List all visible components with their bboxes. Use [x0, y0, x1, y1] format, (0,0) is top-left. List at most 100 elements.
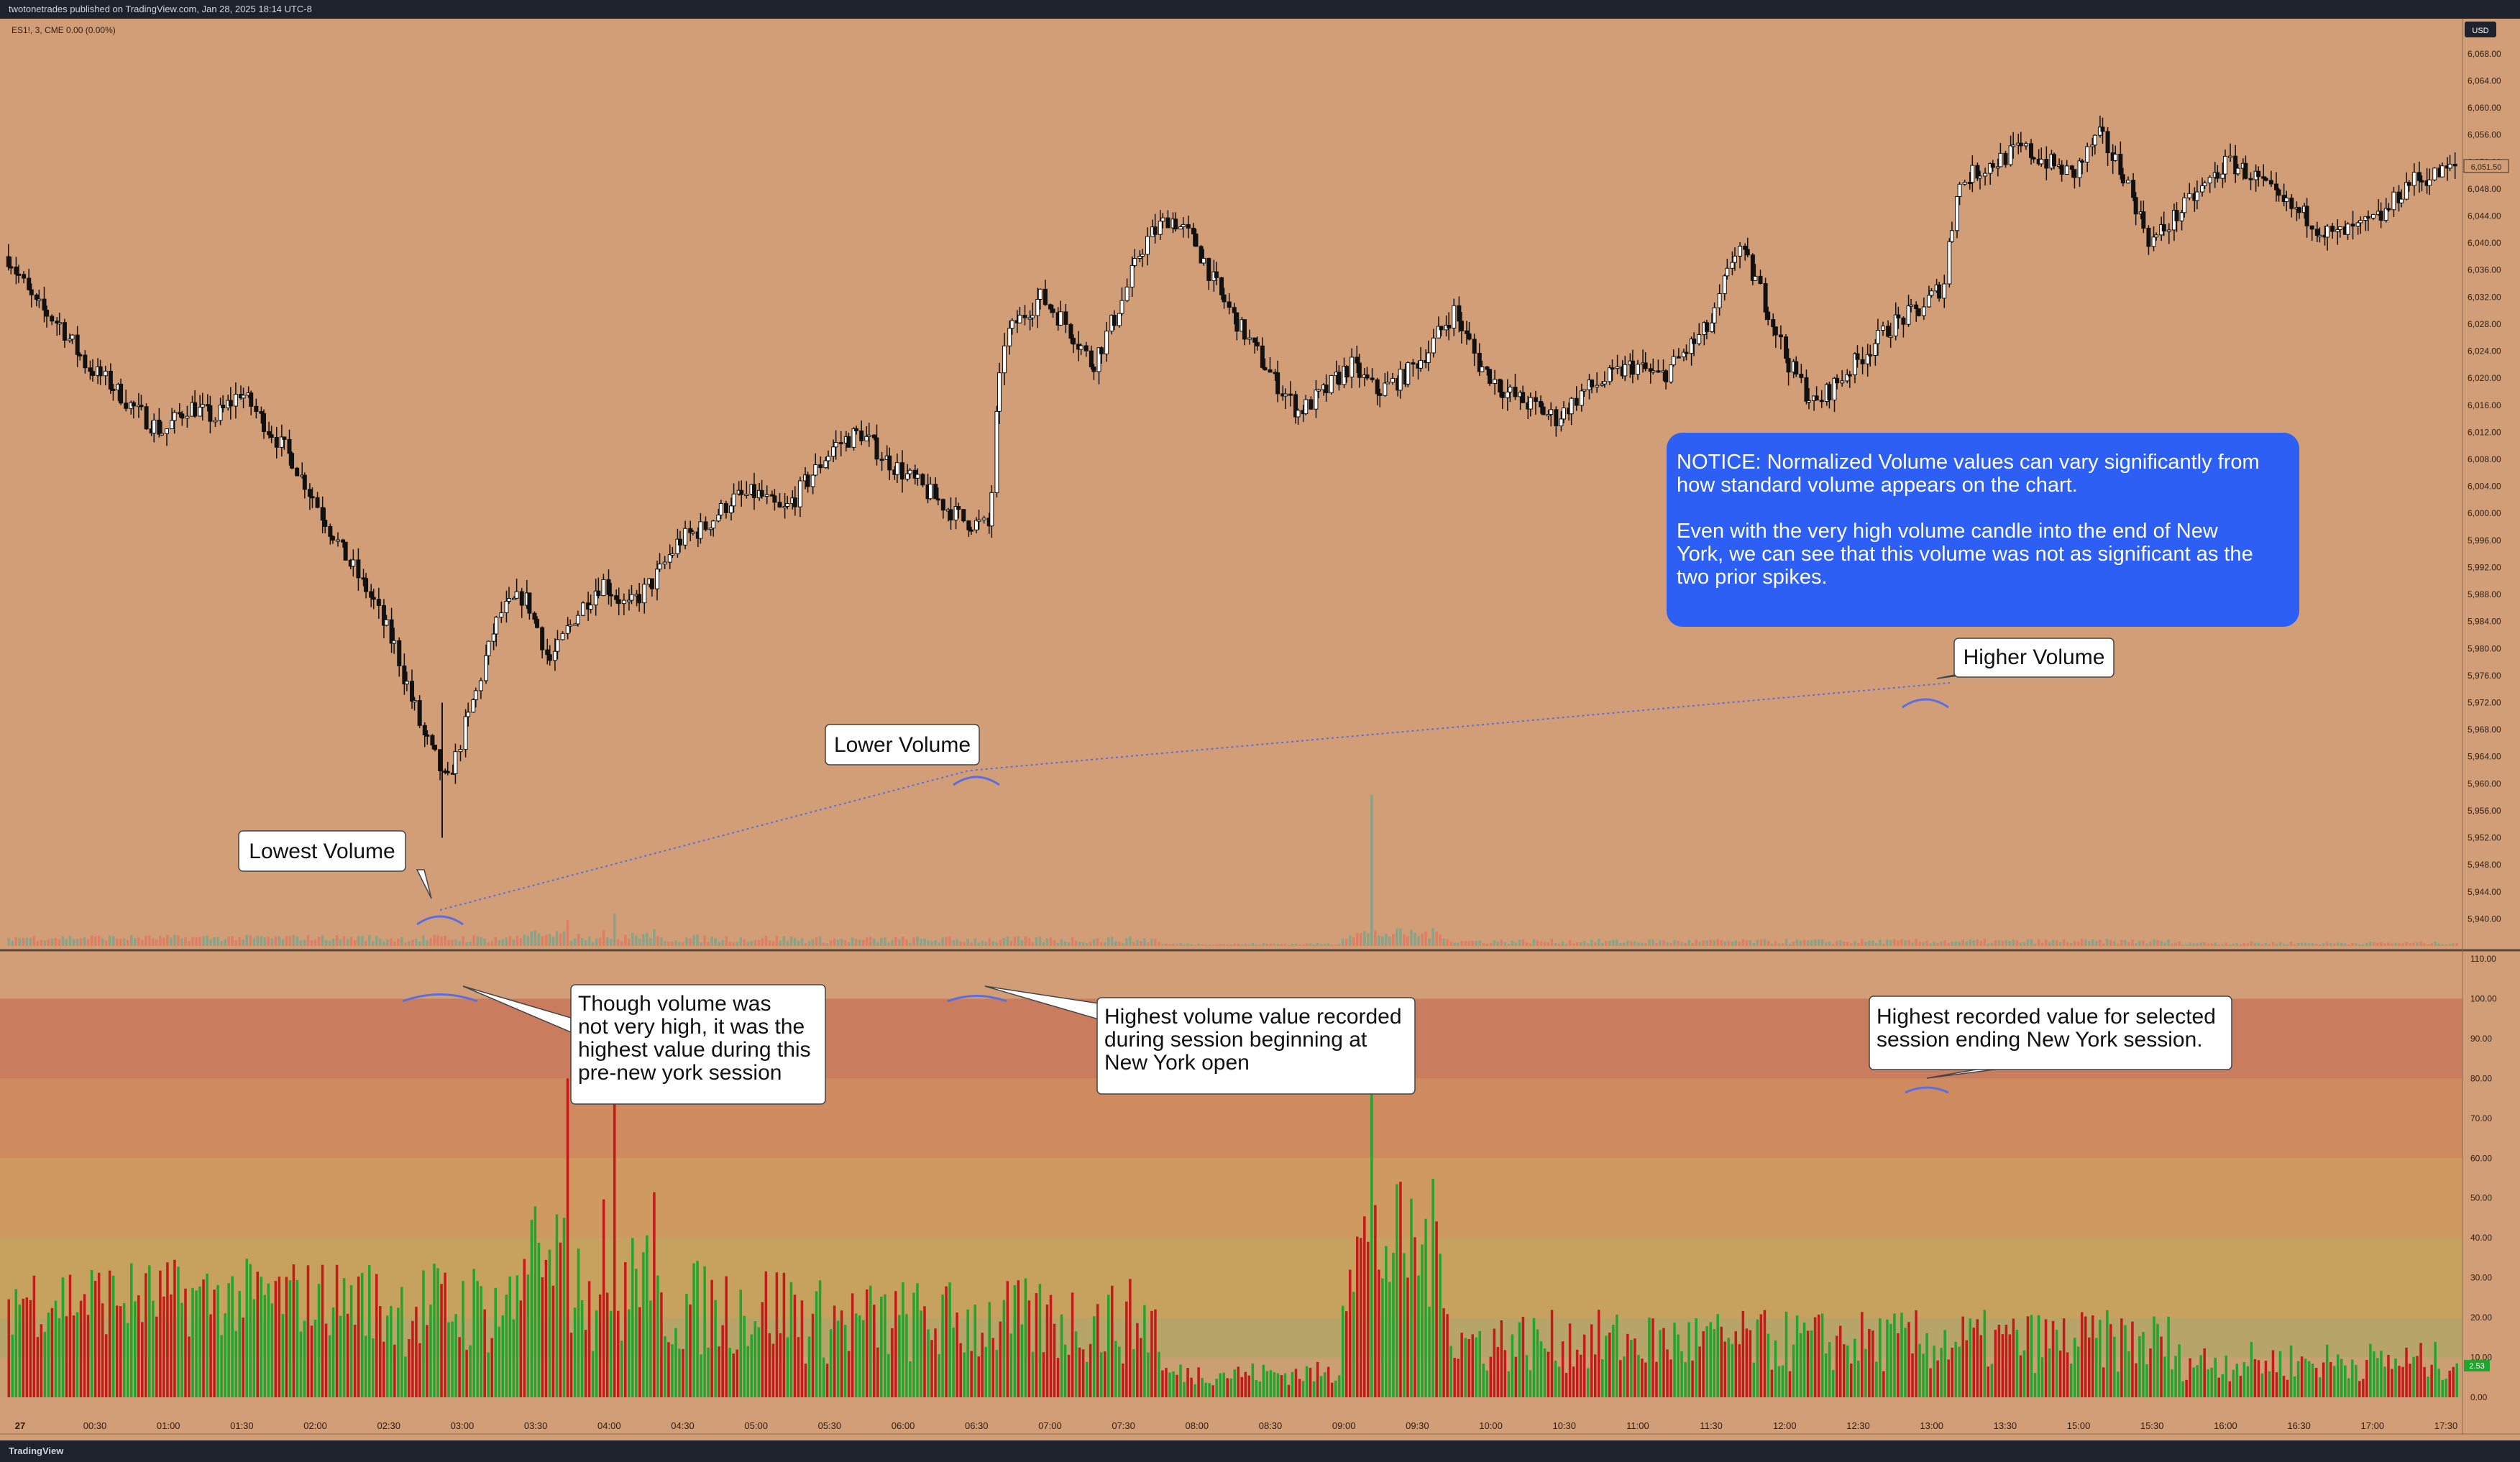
price-volume-bar	[1684, 943, 1687, 946]
volume-bar	[1140, 1338, 1142, 1397]
price-volume-bar	[2120, 939, 2123, 946]
volume-tick: 40.00	[2470, 1233, 2492, 1243]
tradingview-logo[interactable]: TradingView	[9, 1445, 64, 1456]
volume-bar	[1579, 1354, 1582, 1397]
candle-body	[172, 412, 177, 421]
price-volume-bar	[375, 936, 378, 946]
volume-bar	[1211, 1385, 1214, 1397]
volume-bar	[1089, 1343, 1092, 1397]
volume-bar	[490, 1338, 493, 1397]
volume-bar	[2264, 1361, 2268, 1397]
time-tick: 17:00	[2361, 1420, 2385, 1431]
volume-bar	[2344, 1365, 2347, 1397]
price-volume-bar	[624, 934, 627, 946]
price-volume-bar	[1933, 942, 1935, 946]
volume-bar	[487, 1352, 490, 1397]
candle-body	[1063, 311, 1068, 325]
price-volume-bar	[216, 937, 219, 946]
volume-bar	[1868, 1328, 1871, 1397]
time-tick: 09:30	[1406, 1420, 1429, 1431]
volume-bar	[793, 1295, 797, 1397]
candle-body	[1753, 275, 1758, 281]
price-volume-bar	[2452, 943, 2455, 946]
price-volume-bar	[1579, 942, 1582, 946]
price-volume-bar	[1280, 944, 1283, 946]
volume-bar	[818, 1280, 822, 1397]
time-tick: 16:30	[2287, 1420, 2311, 1431]
volume-bar	[1388, 1282, 1391, 1397]
candle-body	[228, 400, 233, 407]
text-line: Highest recorded value for selected	[1877, 1005, 2216, 1029]
chart-canvas[interactable]: 6,068.006,064.006,060.006,056.006,052.00…	[0, 19, 2520, 1440]
price-volume-bar	[173, 934, 176, 946]
volume-bar	[1085, 1361, 1089, 1397]
price-volume-bar	[1337, 944, 1341, 946]
volume-bar	[1042, 1352, 1045, 1397]
candle-body	[1602, 381, 1607, 385]
volume-bar	[1875, 1361, 1878, 1397]
volume-bar	[1879, 1318, 1882, 1397]
volume-bar	[577, 1248, 580, 1397]
volume-bar	[876, 1347, 879, 1397]
volume-bar	[1987, 1366, 1990, 1397]
candle-body	[1078, 345, 1083, 350]
volume-bar	[1976, 1319, 1979, 1397]
candle-body	[1283, 393, 1288, 397]
price-volume-bar	[1586, 943, 1590, 946]
volume-bar	[653, 1192, 656, 1397]
volume-bar	[1392, 1252, 1395, 1397]
volume-bar	[328, 1335, 331, 1397]
candle-body	[1888, 335, 1893, 338]
volume-bar	[1327, 1366, 1330, 1397]
price-volume-bar	[1471, 940, 1474, 946]
price-volume-bar	[2409, 943, 2411, 946]
candle-body	[2133, 197, 2138, 215]
price-volume-bar	[1767, 940, 1770, 946]
volume-bar	[2423, 1366, 2426, 1397]
candle-body	[402, 665, 407, 685]
lower-volume-arc	[953, 776, 1000, 786]
time-tick: 08:00	[1186, 1420, 1209, 1431]
candle-body	[27, 277, 32, 290]
price-volume-bar	[1781, 943, 1784, 946]
price-volume-bar	[1360, 933, 1362, 946]
candle-body	[1988, 163, 1993, 174]
candle-body	[1390, 377, 1396, 383]
candle-body	[1554, 409, 1559, 426]
price-volume-bar	[1150, 939, 1153, 946]
volume-bar	[1774, 1340, 1777, 1397]
candle-body	[961, 509, 966, 522]
price-volume-bar	[2037, 939, 2040, 946]
price-volume-bar	[22, 937, 25, 946]
price-volume-bar	[569, 940, 573, 946]
candle-body	[1191, 227, 1196, 235]
volume-bar	[649, 1300, 652, 1397]
volume-bar	[1590, 1324, 1593, 1397]
currency-badge[interactable]	[2465, 22, 2496, 37]
candle-body	[1436, 326, 1441, 339]
price-volume-bar	[696, 934, 699, 946]
price-volume-bar	[1165, 943, 1168, 946]
volume-bar	[349, 1284, 353, 1397]
price-volume-bar	[1705, 939, 1708, 946]
price-volume-bar	[2268, 944, 2271, 946]
price-volume-bar	[2332, 943, 2336, 946]
candle-body	[1970, 165, 1975, 183]
candle-body	[629, 594, 634, 601]
price-volume-bar	[1125, 938, 1128, 946]
candle-body	[279, 436, 284, 448]
volume-bar	[184, 1288, 187, 1397]
volume-bar	[1713, 1328, 1715, 1397]
price-volume-bar	[620, 941, 623, 946]
price-volume-bar	[866, 937, 869, 946]
price-volume-bar	[1179, 943, 1182, 946]
volume-bar	[1550, 1310, 1554, 1397]
price-volume-bar	[426, 939, 429, 946]
volume-bar	[2307, 1361, 2311, 1397]
price-tick: 6,048.00	[2468, 184, 2501, 194]
candle-body	[1676, 356, 1681, 359]
candle-body	[1955, 196, 1960, 231]
candle-body	[1173, 219, 1178, 230]
price-tick: 6,016.00	[2468, 400, 2501, 410]
text-line: highest value during this	[578, 1038, 811, 1062]
